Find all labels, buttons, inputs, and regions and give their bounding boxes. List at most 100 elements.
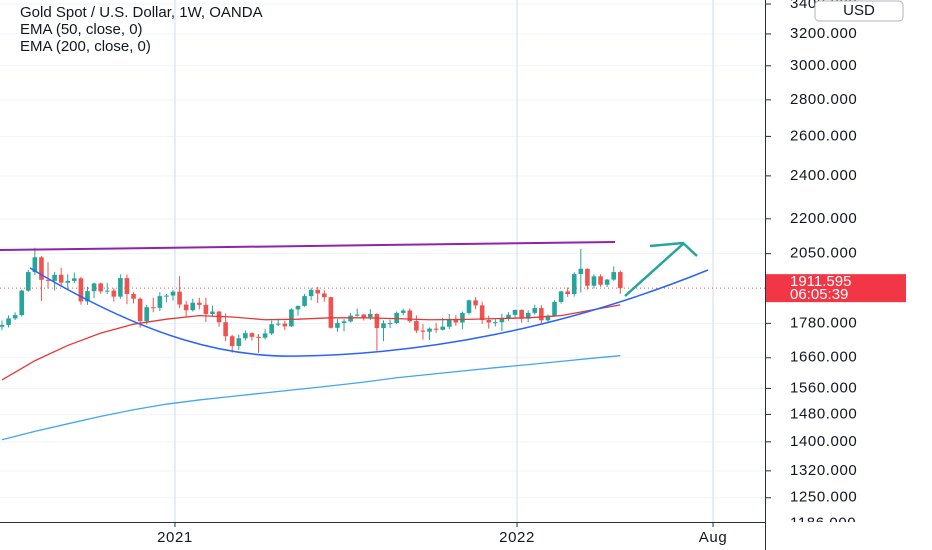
candle-body — [236, 338, 242, 347]
candle-body — [617, 272, 623, 289]
candle-body — [25, 272, 31, 291]
candle-body — [473, 300, 478, 306]
candle-body — [229, 336, 235, 347]
y-tick-label: 1250.000 — [790, 489, 857, 506]
candle-body — [295, 305, 301, 310]
candle-body — [512, 309, 518, 315]
price-tag-box — [766, 274, 906, 303]
resistance-line — [0, 241, 616, 251]
legend-entry: EMA (50, close, 0) — [20, 21, 143, 38]
candle-body — [243, 333, 248, 339]
currency-button-label[interactable]: USD — [843, 2, 875, 19]
candle-body — [558, 291, 564, 302]
candle-body — [466, 300, 472, 313]
grid — [0, 0, 765, 522]
candle-body — [6, 318, 11, 326]
y-tick-label: 1660.000 — [790, 349, 857, 366]
y-tick-label: 2800.000 — [790, 91, 857, 108]
time-axis: 2021 2022 Aug — [157, 522, 727, 546]
y-tick-label: 3200.000 — [790, 25, 857, 42]
candle-body — [545, 315, 551, 321]
candle-body — [552, 301, 557, 316]
candle-body — [39, 257, 44, 280]
candle-body — [223, 322, 228, 337]
candle-body — [565, 291, 570, 295]
candle-body — [91, 283, 97, 292]
y-tick-label: 1780.000 — [790, 314, 857, 331]
candle-body — [104, 290, 110, 292]
ema-line — [1, 355, 621, 441]
currency-button[interactable]: USD — [814, 0, 904, 22]
plot-area — [0, 247, 765, 441]
candle-body — [72, 278, 77, 281]
chart-title: Gold Spot / U.S. Dollar, 1W, OANDA — [20, 4, 263, 21]
drawings — [0, 241, 709, 357]
candle-body — [433, 328, 439, 330]
candle-body — [585, 268, 590, 286]
candle-body — [131, 294, 136, 299]
y-tick-label: 1320.000 — [790, 462, 857, 479]
candle-body — [289, 309, 294, 327]
candle-body — [98, 283, 103, 292]
candle-body — [499, 318, 505, 323]
candle-body — [361, 314, 367, 318]
candle-body — [58, 274, 64, 283]
y-tick-label: 2600.000 — [790, 127, 857, 144]
candle-body — [446, 318, 452, 327]
candle-body — [262, 333, 268, 338]
candle-body — [197, 302, 202, 305]
candle-body — [440, 326, 445, 330]
y-tick-label: 1480.000 — [790, 405, 857, 422]
candle-body — [157, 296, 163, 308]
price-tag: 1911.595 06:05:39 — [766, 273, 906, 303]
candle-body — [124, 278, 130, 295]
candle-body — [85, 291, 90, 302]
candle-body — [78, 278, 84, 302]
candle-body — [335, 323, 340, 328]
candle-body — [341, 321, 347, 324]
candle-body — [177, 291, 182, 305]
candle-body — [183, 304, 189, 311]
candle-body — [381, 323, 386, 329]
currency-button-box[interactable] — [814, 0, 904, 22]
y-tick-label: 1400.000 — [790, 433, 857, 450]
candle-body — [12, 315, 18, 319]
candle-body — [598, 276, 603, 285]
candle-body — [111, 290, 117, 297]
candle-body — [170, 291, 176, 296]
candle-body — [420, 330, 426, 332]
candle-body — [190, 302, 196, 311]
support-curve — [29, 267, 709, 357]
candle-body — [387, 323, 393, 325]
candle-body — [493, 322, 498, 324]
candle-body — [400, 310, 406, 313]
candle-body — [328, 297, 334, 328]
candle-body — [611, 272, 617, 280]
candle-body — [394, 312, 399, 324]
y-tick-label: 1560.000 — [790, 379, 857, 396]
candle-body — [427, 328, 432, 332]
y-tick-label: 1186.000 — [790, 515, 856, 532]
x-tick-label: 2022 — [499, 529, 535, 546]
candle-body — [308, 289, 314, 297]
candle-body — [571, 274, 577, 295]
candle-body — [210, 311, 215, 315]
arrow-shaft — [624, 243, 684, 297]
candle-body — [374, 314, 380, 329]
candle-body — [414, 321, 419, 331]
ema-line — [1, 304, 621, 381]
candle-body — [486, 320, 492, 323]
candle-body — [282, 323, 288, 327]
candle-body — [368, 314, 373, 318]
y-tick-label: 2050.000 — [790, 245, 857, 262]
candle-body — [407, 310, 413, 322]
y-tick-label: 2400.000 — [790, 167, 857, 184]
candle-body — [52, 274, 57, 281]
candle-body — [164, 295, 169, 297]
candle-body — [479, 305, 485, 321]
candle-body — [519, 309, 524, 319]
candle-body — [354, 314, 360, 316]
candle-body — [249, 333, 255, 337]
price-axis: 3400.0003200.0003000.0002800.0002600.000… — [766, 0, 857, 532]
